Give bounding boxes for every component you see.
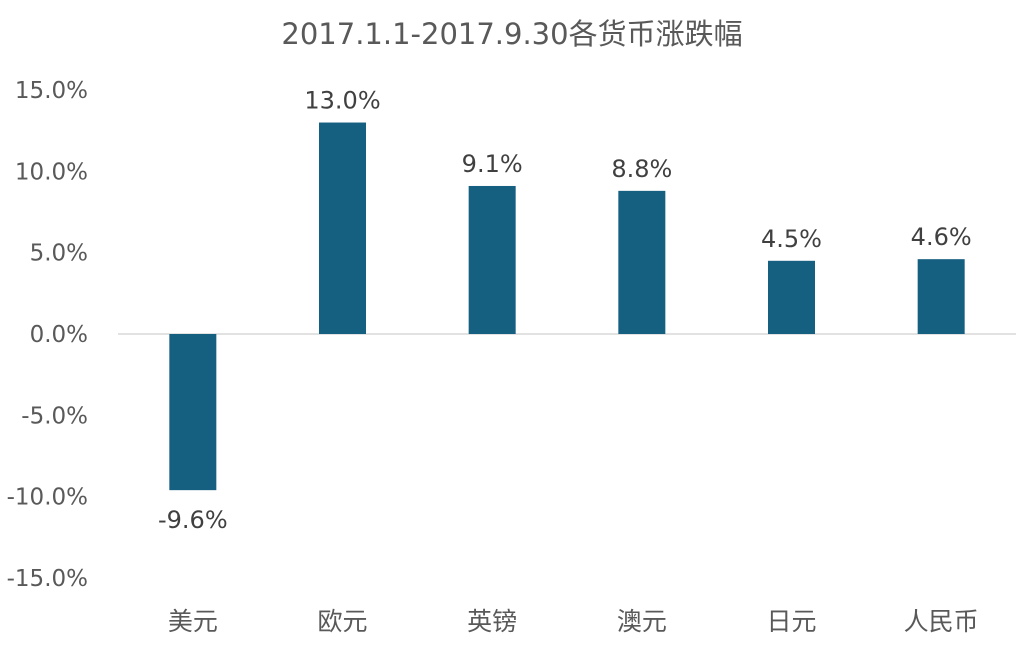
category-label: 英镑: [467, 607, 517, 636]
y-tick-label: 15.0%: [15, 78, 88, 104]
data-label: 9.1%: [462, 150, 523, 178]
y-tick-label: 10.0%: [15, 159, 88, 185]
bar: [618, 190, 666, 334]
category-label: 日元: [766, 607, 816, 636]
data-label: 13.0%: [304, 87, 380, 115]
y-tick-label: 5.0%: [30, 241, 88, 267]
category-label: 美元: [168, 607, 218, 636]
bar: [169, 334, 217, 491]
bar: [468, 185, 516, 334]
data-labels-group: -9.6% 13.0% 9.1% 8.8% 4.5% 4.6%: [158, 87, 972, 535]
y-tick-label: -15.0%: [7, 566, 88, 592]
chart-title: 2017.1.1-2017.9.30各货币涨跌幅: [281, 17, 742, 51]
category-label: 欧元: [317, 607, 367, 636]
category-label: 人民币: [904, 607, 979, 636]
bar: [768, 260, 815, 334]
y-tick-label: -10.0%: [7, 485, 88, 511]
bar: [917, 259, 965, 334]
bars-group: [169, 122, 965, 491]
data-label: -9.6%: [158, 506, 228, 534]
category-label: 澳元: [617, 607, 667, 636]
y-tick-label: -5.0%: [21, 403, 88, 429]
data-label: 4.5%: [761, 225, 822, 253]
y-tick-label: 0.0%: [30, 322, 88, 348]
x-axis-category-labels: 美元 欧元 英镑 澳元 日元 人民币: [168, 607, 979, 636]
data-label: 4.6%: [911, 223, 972, 251]
data-label: 8.8%: [611, 155, 672, 183]
y-axis-tick-labels: 15.0% 10.0% 5.0% 0.0% -5.0% -10.0% -15.0%: [7, 78, 88, 592]
bar: [319, 122, 366, 335]
